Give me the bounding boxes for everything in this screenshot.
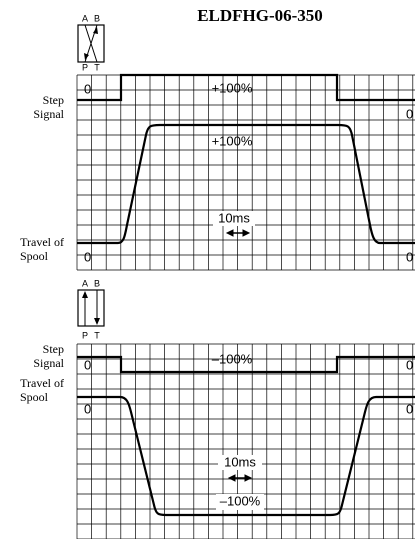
level-label: 0 bbox=[406, 249, 413, 264]
level-label: 0 bbox=[406, 106, 413, 121]
level-label: –100% bbox=[220, 493, 261, 508]
level-label: +100% bbox=[212, 80, 253, 95]
port-label: B bbox=[94, 278, 100, 288]
axis-label: Spool bbox=[20, 390, 49, 404]
level-label: –100% bbox=[212, 351, 253, 366]
axis-label: Step bbox=[43, 342, 64, 356]
time-scale: 10ms bbox=[224, 454, 256, 469]
port-label: P bbox=[82, 330, 88, 340]
level-label: 0 bbox=[84, 249, 91, 264]
valve-symbol: A B P T bbox=[77, 13, 105, 72]
port-label: T bbox=[94, 62, 100, 72]
axis-label: Signal bbox=[33, 107, 64, 121]
axis-label: Travel of bbox=[20, 376, 64, 390]
level-label: 0 bbox=[406, 401, 413, 416]
port-label: T bbox=[94, 330, 100, 340]
valve-symbol: A B P T bbox=[77, 278, 105, 340]
level-label: 0 bbox=[406, 357, 413, 372]
time-scale: 10ms bbox=[218, 210, 250, 225]
port-label: P bbox=[82, 62, 88, 72]
axis-label: Travel of bbox=[20, 235, 64, 249]
spool-travel bbox=[77, 395, 415, 517]
axis-label: Spool bbox=[20, 249, 49, 263]
axis-label: Signal bbox=[33, 356, 64, 370]
port-label: B bbox=[94, 13, 100, 23]
level-label: 0 bbox=[84, 357, 91, 372]
title: ELDFHG-06-350 bbox=[197, 6, 323, 25]
spool-travel bbox=[77, 123, 415, 245]
port-label: A bbox=[82, 278, 88, 288]
time-arrow bbox=[227, 474, 253, 482]
step-signal bbox=[77, 355, 415, 374]
level-label: +100% bbox=[212, 133, 253, 148]
time-arrow bbox=[225, 229, 251, 237]
step-signal bbox=[77, 73, 415, 102]
level-label: 0 bbox=[84, 401, 91, 416]
port-label: A bbox=[82, 13, 88, 23]
axis-label: Step bbox=[43, 93, 64, 107]
level-label: 0 bbox=[84, 81, 91, 96]
